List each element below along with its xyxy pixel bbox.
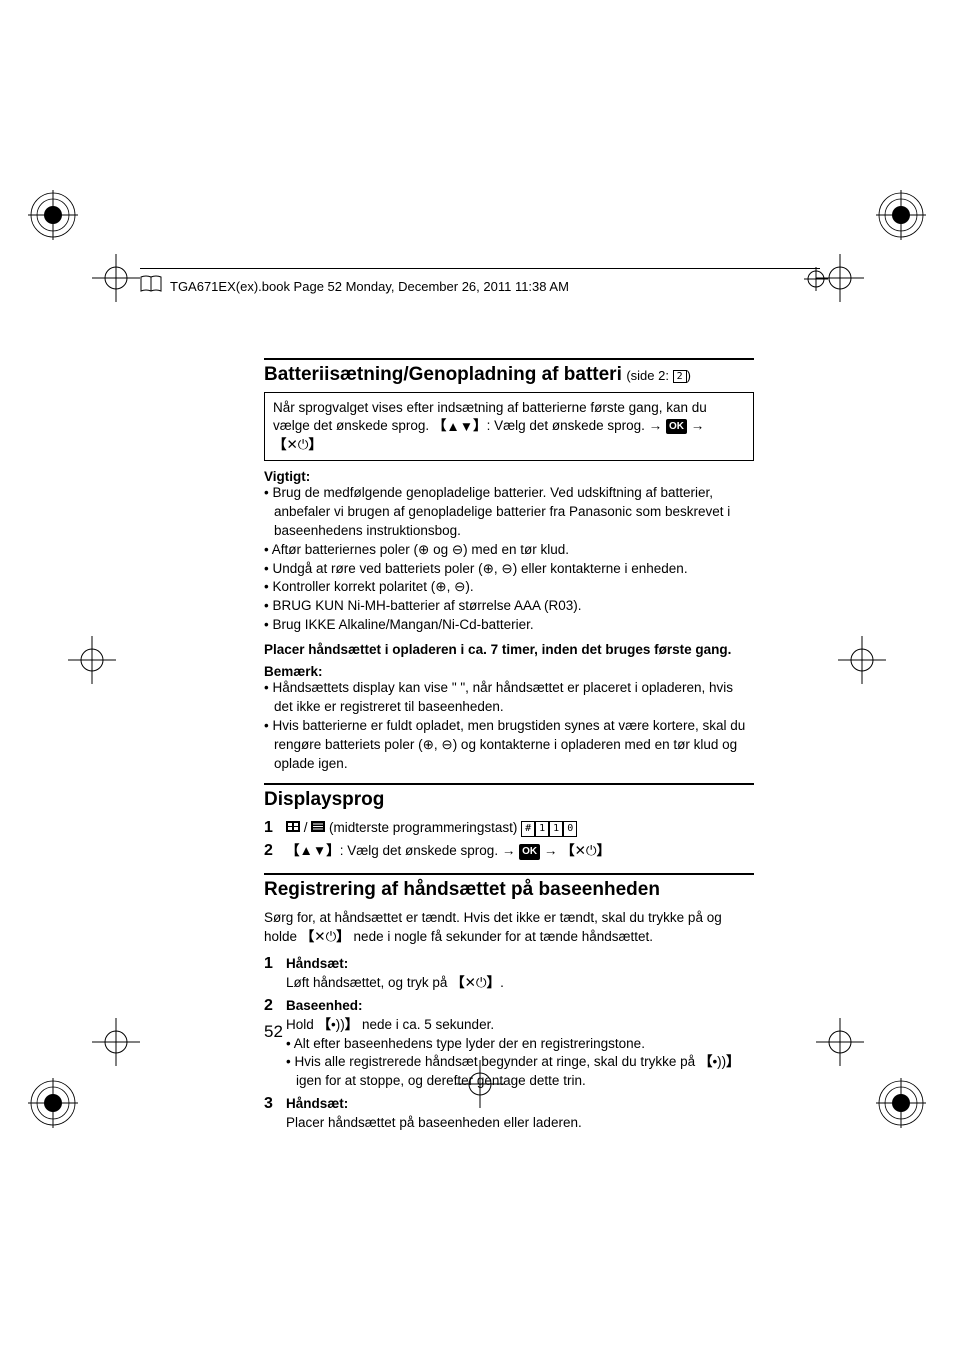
page-number: 52	[264, 1022, 283, 1042]
updown-icon: ▲▼	[300, 843, 327, 858]
off-icon: ✕⏻	[287, 437, 309, 452]
crosshair-icon	[92, 254, 140, 302]
crosshair-icon	[92, 1018, 140, 1066]
off-icon: ✕⏻	[314, 929, 336, 944]
step-number: 2	[264, 842, 286, 860]
crosshair-icon	[804, 267, 828, 291]
book-icon	[140, 275, 162, 298]
charge-instruction: Placer håndsættet i opladeren i ca. 7 ti…	[264, 641, 754, 660]
section3-intro: Sørg for, at håndsættet er tændt. Hvis d…	[264, 909, 754, 947]
locator-icon: •))	[331, 1017, 345, 1032]
infobox: Når sprogvalget vises efter indsætning a…	[264, 392, 754, 461]
crosshair-icon	[838, 636, 886, 684]
updown-icon: ▲▼	[446, 418, 473, 436]
crosshair-icon	[816, 1018, 864, 1066]
ok-badge: OK	[519, 844, 540, 860]
section2-title: Displaysprog	[264, 789, 754, 811]
list-icon	[311, 819, 325, 838]
section-rule	[264, 873, 754, 875]
section-rule	[264, 358, 754, 360]
step-number: 1	[264, 955, 286, 973]
page-content: Batteriisætning/Genopladning af batteri …	[264, 358, 754, 1137]
step-number: 2	[264, 997, 286, 1015]
section-rule	[264, 783, 754, 785]
step-number: 3	[264, 1095, 286, 1113]
step-row: 1 Håndsæt: Løft håndsættet, og tryk på 【…	[264, 955, 754, 993]
regmark-icon	[28, 1078, 78, 1128]
page-header: TGA671EX(ex).book Page 52 Monday, Decemb…	[140, 268, 820, 298]
vigtigt-label: Vigtigt:	[264, 469, 754, 484]
step-row: 1 / (midterste programmeringstast) #110	[264, 819, 754, 838]
section1-title: Batteriisætning/Genopladning af batteri	[264, 364, 622, 385]
off-icon: ✕⏻	[575, 843, 597, 858]
header-text: TGA671EX(ex).book Page 52 Monday, Decemb…	[170, 279, 569, 294]
regmark-icon	[876, 190, 926, 240]
ok-badge: OK	[666, 419, 687, 435]
step-number: 1	[264, 819, 286, 837]
section1-side: (side 2: 2)	[626, 368, 691, 383]
regmark-icon	[876, 1078, 926, 1128]
off-icon: ✕⏻	[465, 975, 487, 990]
step-row: 2 Baseenhed: Hold 【•))】 nede i ca. 5 sek…	[264, 997, 754, 1091]
crosshair-icon	[68, 636, 116, 684]
note-bullets: Håndsættets display kan vise " ", når hå…	[264, 679, 754, 773]
important-bullets: Brug de medfølgende genopladelige batter…	[264, 484, 754, 635]
menu-icon	[286, 819, 300, 838]
regmark-icon	[28, 190, 78, 240]
step-row: 3 Håndsæt: Placer håndsættet på baseenhe…	[264, 1095, 754, 1133]
bemaerk-label: Bemærk:	[264, 664, 754, 679]
section3-title: Registrering af håndsættet på baseenhede…	[264, 879, 754, 901]
locator-icon: •))	[712, 1054, 726, 1069]
step-row: 2 【▲▼】: Vælg det ønskede sprog. → OK → 【…	[264, 842, 754, 861]
